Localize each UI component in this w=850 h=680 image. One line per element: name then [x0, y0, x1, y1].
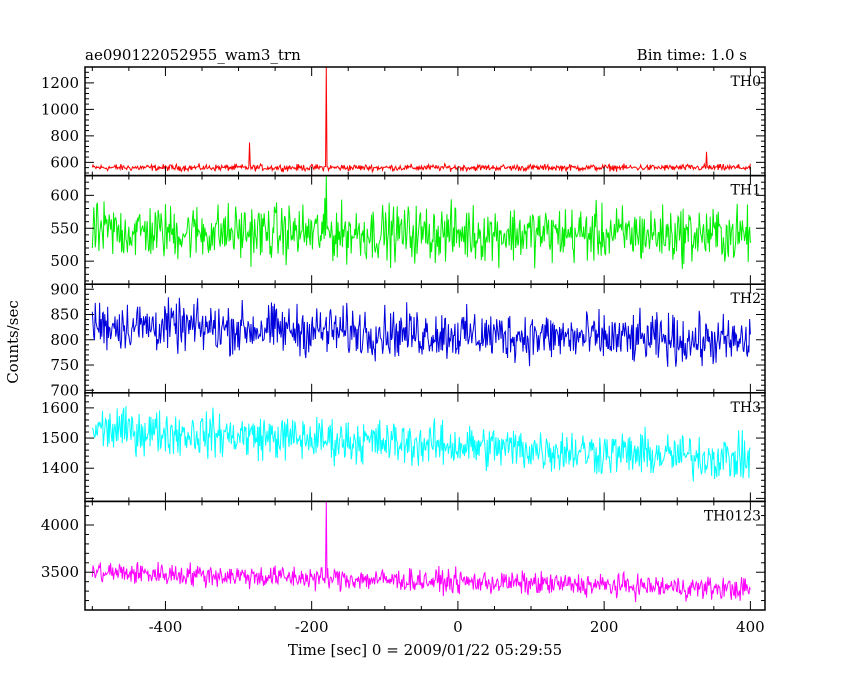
panel-name-label: TH0: [731, 74, 761, 90]
y-tick-label: 800: [50, 127, 79, 145]
series-line-th0: [91, 67, 751, 174]
panel-name-label: TH2: [731, 291, 761, 307]
panel-th3: 1400 1500 1600 TH3: [41, 392, 766, 503]
chart-title: ae090122052955_wam3_trn: [85, 46, 301, 64]
series-line-th3: [91, 406, 751, 482]
y-tick-label: 850: [50, 306, 79, 324]
y-tick-label: 900: [50, 280, 79, 298]
x-tick-label: 200: [590, 618, 619, 636]
y-tick-label: 500: [50, 252, 79, 270]
x-tick-labels: -400 -200 0 200 400: [149, 618, 765, 636]
y-tick-label: 1400: [41, 459, 79, 477]
y-tick-label: 1000: [41, 100, 79, 118]
x-tick-label: 400: [736, 618, 765, 636]
y-tick-label: 1600: [41, 399, 79, 417]
x-tick-label: -400: [149, 618, 183, 636]
panels-group: 600 800 1000 1200 TH0 500 550 600 TH1 700 750 800 85…: [41, 66, 766, 611]
panel-th2: 700 750 800 850 900 TH2: [50, 280, 766, 399]
series-line-th0123: [91, 501, 751, 603]
y-axis-label: Counts/sec: [4, 300, 22, 384]
y-tick-label: 1200: [41, 74, 79, 92]
x-tick-label: -200: [295, 618, 329, 636]
y-tick-label: 550: [50, 219, 79, 237]
y-tick-label: 1500: [41, 429, 79, 447]
y-tick-label: 800: [50, 331, 79, 349]
x-tick-label: 0: [453, 618, 463, 636]
panel-frame: [84, 500, 766, 611]
x-axis-label: Time [sec] 0 = 2009/01/22 05:29:55: [288, 641, 562, 659]
y-tick-label: 700: [50, 381, 79, 399]
bin-time-label: Bin time: 1.0 s: [637, 46, 747, 64]
panel-th0: 600 800 1000 1200 TH0: [41, 66, 766, 177]
y-tick-label: 4000: [41, 516, 79, 534]
panel-name-label: TH3: [731, 400, 761, 416]
y-tick-label: 3500: [41, 563, 79, 581]
panel-th1: 500 550 600 TH1: [50, 174, 766, 285]
y-tick-label: 600: [50, 186, 79, 204]
panel-name-label: TH0123: [704, 508, 761, 524]
series-line-th1: [91, 175, 751, 270]
series-line-th2: [91, 297, 751, 367]
panel-th0123: 3500 4000 TH0123: [41, 500, 766, 611]
y-tick-label: 600: [50, 153, 79, 171]
panel-frame: [84, 66, 766, 177]
panel-name-label: TH1: [731, 183, 761, 199]
y-tick-label: 750: [50, 356, 79, 374]
